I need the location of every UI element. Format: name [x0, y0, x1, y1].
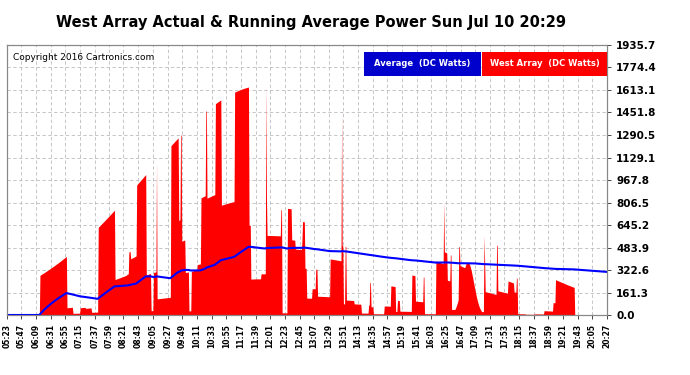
- FancyBboxPatch shape: [482, 52, 609, 76]
- Text: West Array  (DC Watts): West Array (DC Watts): [491, 59, 600, 68]
- Text: Average  (DC Watts): Average (DC Watts): [375, 59, 471, 68]
- Text: West Array Actual & Running Average Power Sun Jul 10 20:29: West Array Actual & Running Average Powe…: [55, 15, 566, 30]
- FancyBboxPatch shape: [364, 52, 481, 76]
- Text: Copyright 2016 Cartronics.com: Copyright 2016 Cartronics.com: [13, 53, 154, 62]
